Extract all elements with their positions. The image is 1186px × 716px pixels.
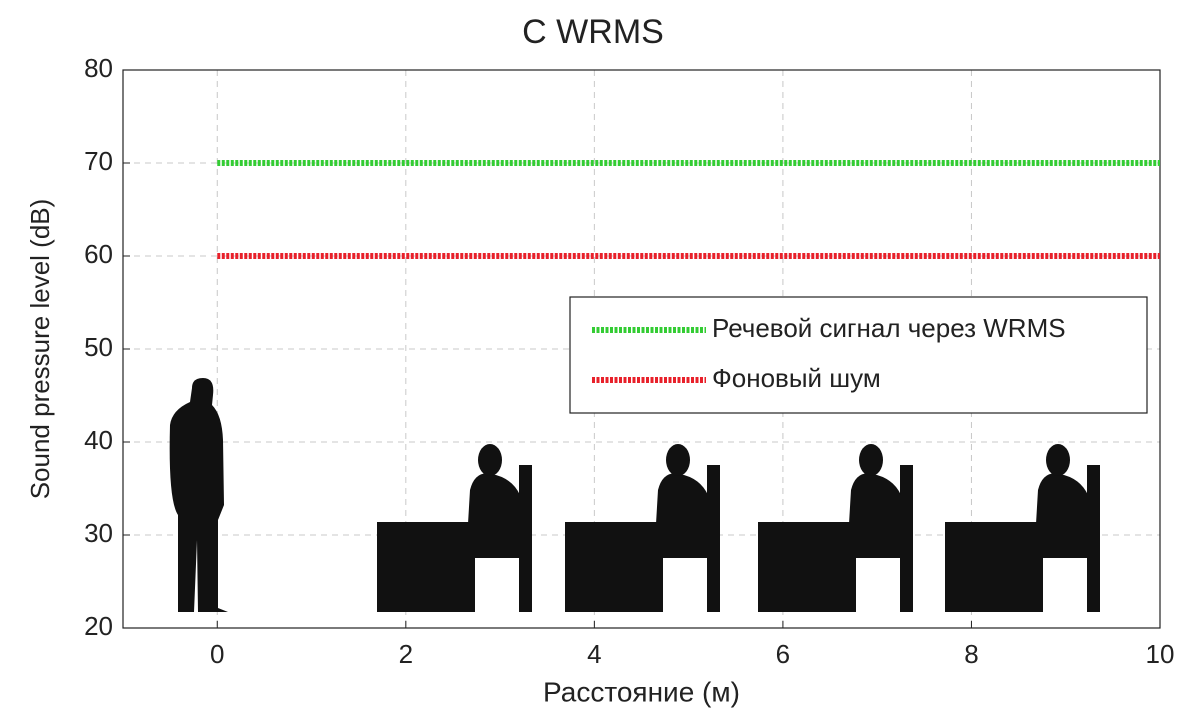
legend: Речевой сигнал через WRMS Фоновый шум (569, 296, 1148, 414)
x-tick-label: 0 (210, 639, 224, 669)
x-tick-label: 6 (776, 639, 790, 669)
desk-figure (758, 444, 913, 612)
y-tick-label: 50 (84, 332, 113, 362)
x-tick-label: 10 (1146, 639, 1175, 669)
y-tick-label: 80 (84, 53, 113, 83)
plot-frame (122, 69, 1161, 629)
x-axis-label: Расстояние (м) (543, 676, 740, 707)
standing-figure (169, 378, 228, 612)
x-tick-label: 2 (399, 639, 413, 669)
y-tick-label: 20 (84, 611, 113, 641)
desk-figure (945, 444, 1100, 612)
y-tick-label: 30 (84, 518, 113, 548)
legend-box (569, 296, 1148, 414)
desk-figure (565, 444, 720, 612)
legend-label: Речевой сигнал через WRMS (712, 313, 1066, 343)
x-tick-label: 4 (587, 639, 601, 669)
chart-title: С WRMS (522, 13, 664, 51)
y-tick-label: 70 (84, 146, 113, 176)
y-tick-label: 40 (84, 425, 113, 455)
y-axis-label: Sound pressure level (dB) (25, 199, 55, 500)
y-tick-label: 60 (84, 239, 113, 269)
desk-figure (377, 444, 532, 612)
scene-decoration (169, 378, 1100, 612)
legend-label: Фоновый шум (712, 363, 881, 393)
x-tick-label: 8 (964, 639, 978, 669)
